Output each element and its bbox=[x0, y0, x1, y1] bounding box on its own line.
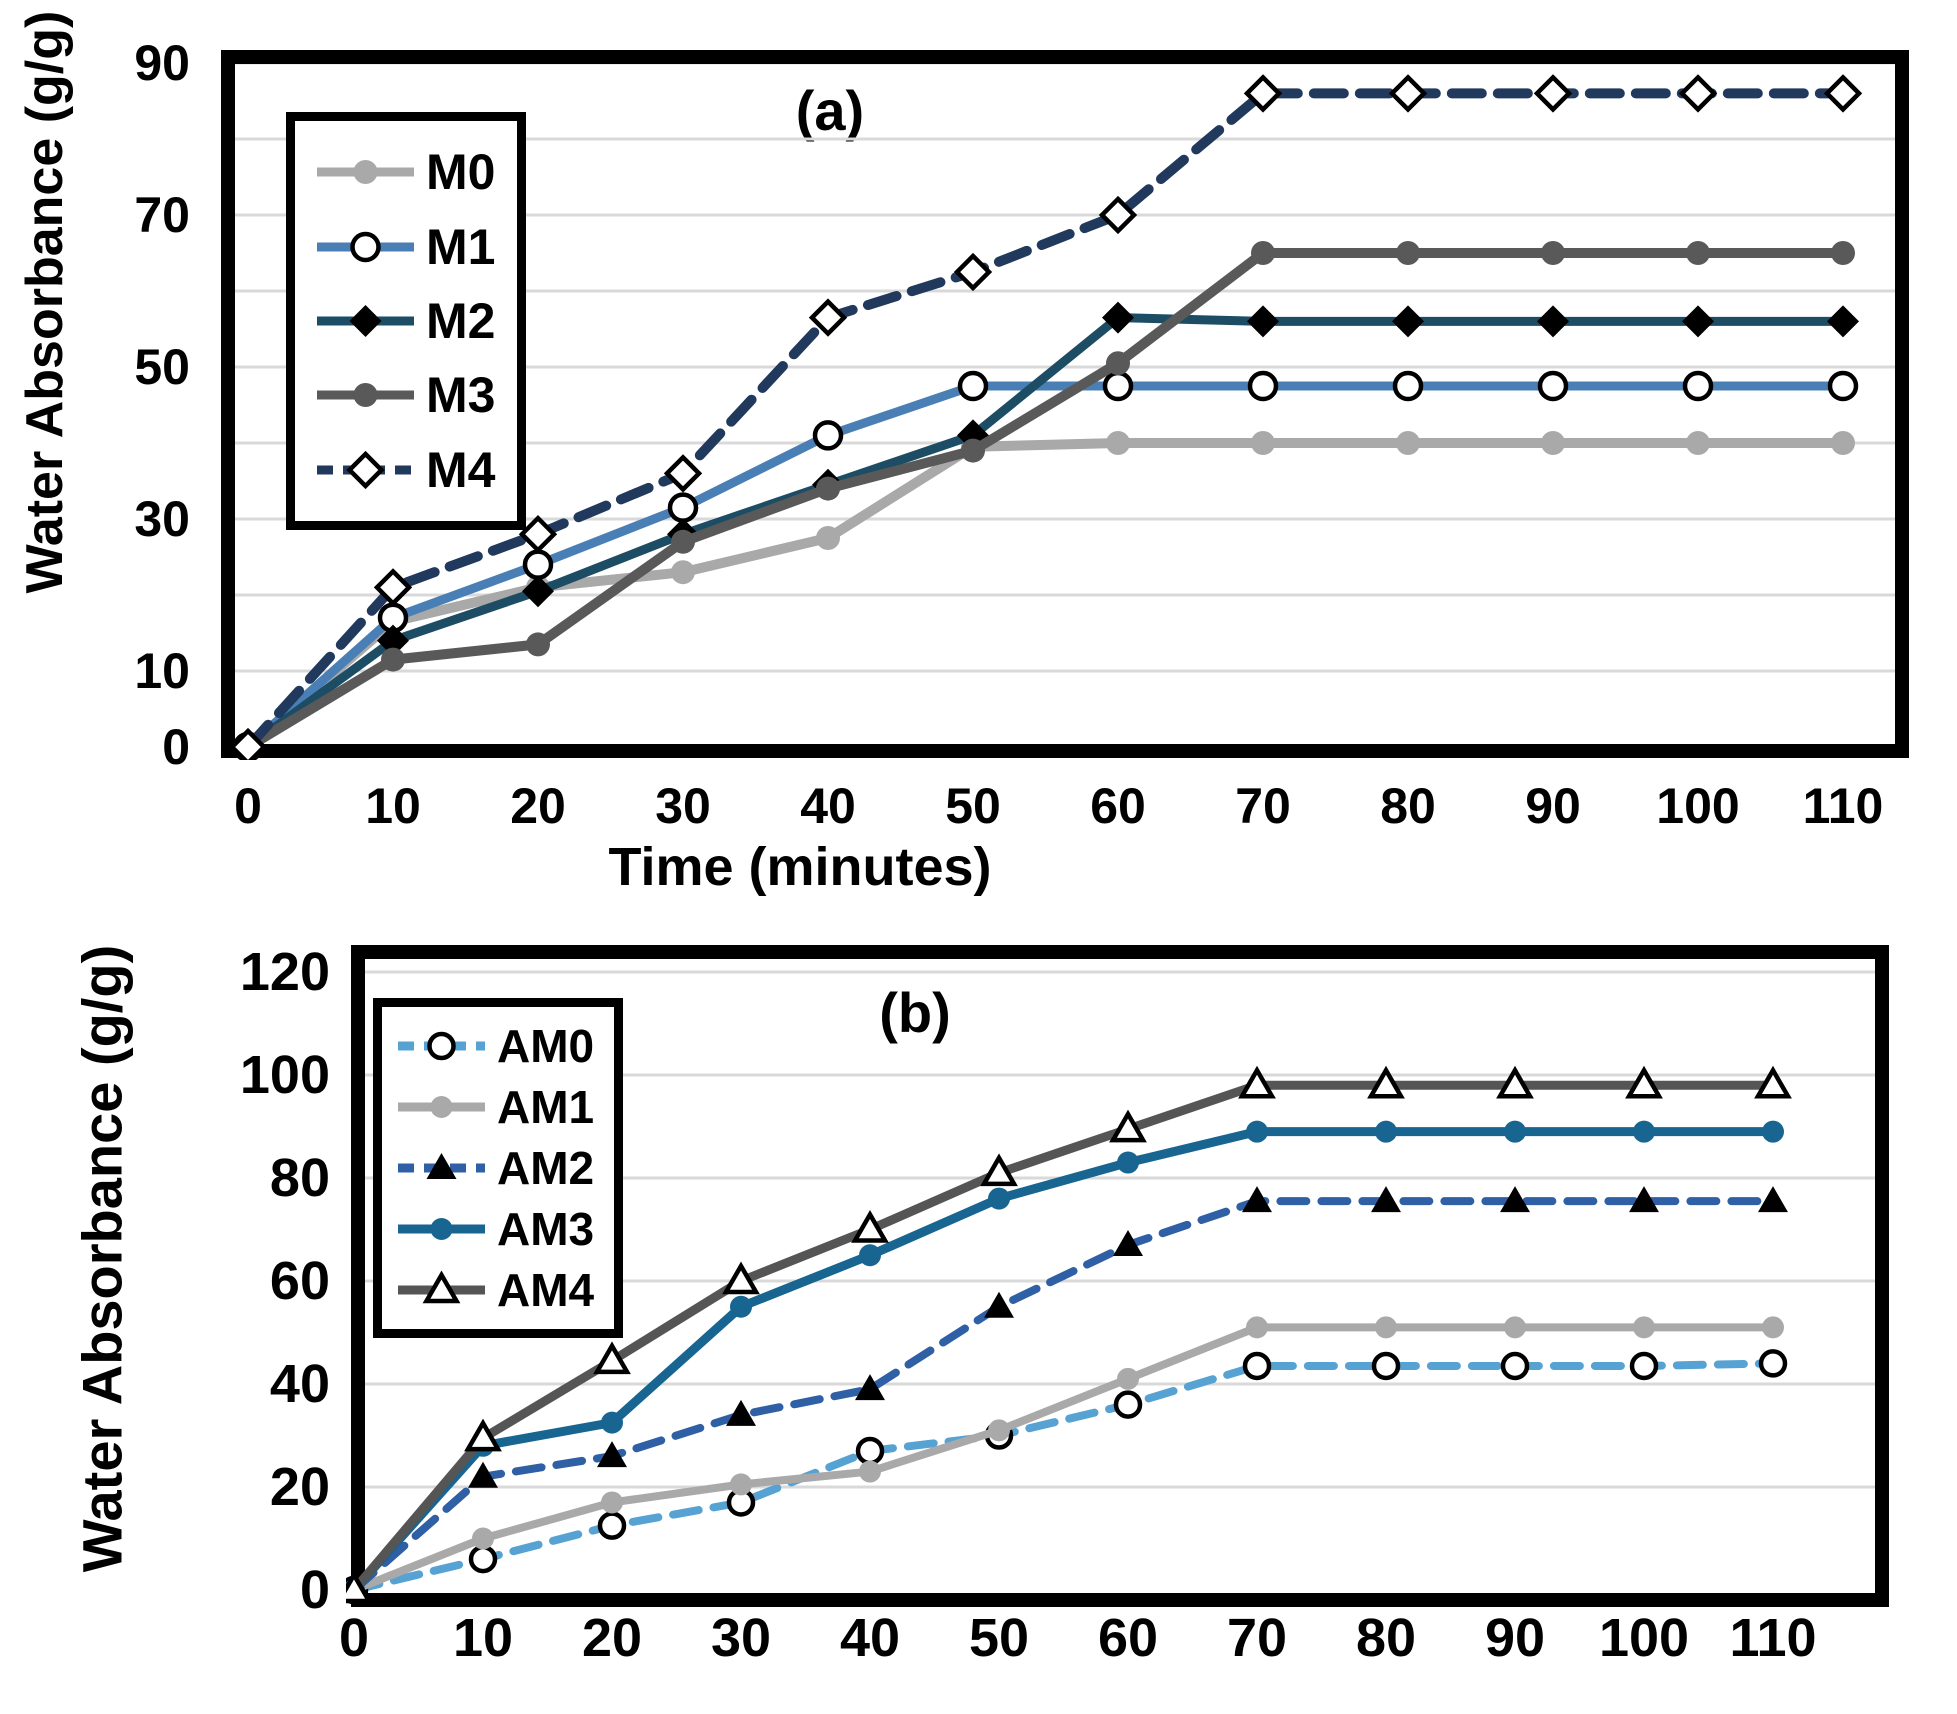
x-tick-label: 60 bbox=[1090, 778, 1146, 834]
y-tick-label: 0 bbox=[299, 1560, 330, 1620]
legend-item-M0: M0 bbox=[313, 143, 511, 201]
legend-item-M3: M3 bbox=[313, 366, 511, 424]
chart-canvas bbox=[221, 50, 1909, 760]
legend-swatch-M4 bbox=[317, 450, 414, 489]
legend-swatch-AM0 bbox=[398, 1031, 485, 1060]
series-line-AM3 bbox=[349, 1127, 1778, 1595]
series-line-AM4 bbox=[349, 1080, 1778, 1595]
legend-label-M4: M4 bbox=[426, 441, 496, 498]
x-tick-label: 20 bbox=[581, 1608, 643, 1668]
y-tick-label: 10 bbox=[134, 643, 190, 699]
legend-label-AM2: AM2 bbox=[497, 1141, 595, 1194]
legend-item-M1: M1 bbox=[313, 218, 511, 276]
legend-label-M3: M3 bbox=[426, 367, 496, 424]
series-line-M4 bbox=[243, 88, 1848, 752]
x-tick-label: 10 bbox=[365, 778, 421, 834]
legend-item-AM1: AM1 bbox=[394, 1080, 610, 1134]
series-markers-AM1 bbox=[346, 1316, 1784, 1601]
y-tick-label: 120 bbox=[239, 942, 330, 1002]
legend-item-AM0: AM0 bbox=[394, 1019, 610, 1073]
legend-item-AM4: AM4 bbox=[394, 1263, 610, 1317]
legend-swatch-M0 bbox=[317, 160, 414, 185]
legend-label-M0: M0 bbox=[426, 144, 496, 201]
chart-a-plot-area bbox=[218, 48, 1912, 760]
series-markers-M2 bbox=[232, 301, 1859, 760]
x-tick-label: 30 bbox=[710, 1608, 772, 1668]
chart-canvas bbox=[346, 945, 1889, 1607]
legend-label-AM4: AM4 bbox=[497, 1264, 595, 1317]
y-tick-label: 40 bbox=[269, 1354, 330, 1414]
y-tick-label: 60 bbox=[269, 1251, 330, 1311]
legend-label-M2: M2 bbox=[426, 292, 496, 349]
series-markers-M1 bbox=[232, 370, 1859, 760]
y-tick-label: 100 bbox=[239, 1045, 330, 1105]
x-tick-label: 60 bbox=[1097, 1608, 1159, 1668]
plot-frame bbox=[221, 50, 1909, 758]
series-line-AM1 bbox=[350, 1323, 1777, 1594]
legend-swatch-AM4 bbox=[398, 1270, 485, 1304]
legend-swatch-AM2 bbox=[398, 1152, 485, 1179]
x-tick-label: 40 bbox=[839, 1608, 901, 1668]
legend-swatch-AM1 bbox=[398, 1095, 485, 1118]
x-tick-label: 0 bbox=[338, 1608, 370, 1668]
legend-label-M1: M1 bbox=[426, 218, 496, 275]
x-tick-label: 70 bbox=[1226, 1608, 1288, 1668]
chart-a-legend: M0 M1 M2 M3 M4 bbox=[286, 112, 526, 530]
x-tick-label: 0 bbox=[234, 778, 262, 834]
chart-a-x-axis-label: Time (minutes) bbox=[608, 837, 992, 897]
x-tick-label: 110 bbox=[1802, 778, 1884, 834]
x-tick-label: 110 bbox=[1729, 1608, 1817, 1668]
y-tick-label: 70 bbox=[134, 187, 190, 243]
x-tick-label: 80 bbox=[1380, 778, 1436, 834]
series-markers-AM4 bbox=[346, 1065, 1792, 1604]
y-tick-label: 90 bbox=[134, 35, 190, 91]
x-tick-label: 90 bbox=[1484, 1608, 1546, 1668]
legend-swatch-M2 bbox=[317, 304, 414, 337]
x-tick-label: 100 bbox=[1656, 778, 1740, 834]
legend-swatch-M1 bbox=[317, 231, 414, 262]
y-tick-label: 20 bbox=[269, 1457, 330, 1517]
series-line-M2 bbox=[243, 313, 1848, 752]
x-tick-label: 40 bbox=[800, 778, 856, 834]
series-line-AM2 bbox=[350, 1197, 1777, 1594]
chart-b-y-axis-label: Water Absorbance (g/g) bbox=[70, 944, 134, 1573]
y-tick-label: 30 bbox=[134, 491, 190, 547]
plot-frame bbox=[351, 945, 1889, 1607]
x-tick-label: 70 bbox=[1235, 778, 1291, 834]
chart-b-legend: AM0 AM1 AM2 AM3 AM4 bbox=[373, 998, 623, 1338]
chart-a-title: (a) bbox=[795, 79, 865, 142]
chart-b-plot-area bbox=[346, 942, 1894, 1610]
x-tick-label: 20 bbox=[510, 778, 566, 834]
chart-b-title: (b) bbox=[879, 981, 951, 1044]
x-tick-label: 90 bbox=[1525, 778, 1581, 834]
series-line-AM0 bbox=[350, 1359, 1777, 1594]
legend-swatch-M3 bbox=[317, 383, 414, 408]
y-tick-label: 80 bbox=[269, 1148, 330, 1208]
y-tick-label: 50 bbox=[134, 339, 190, 395]
series-line-M3 bbox=[243, 248, 1848, 752]
legend-item-M4: M4 bbox=[313, 441, 511, 499]
series-line-M1 bbox=[243, 381, 1848, 752]
x-tick-label: 50 bbox=[968, 1608, 1030, 1668]
x-tick-label: 100 bbox=[1598, 1608, 1690, 1668]
legend-item-AM3: AM3 bbox=[394, 1202, 610, 1256]
series-line-M0 bbox=[243, 438, 1848, 752]
legend-item-M2: M2 bbox=[313, 292, 511, 350]
x-tick-label: 30 bbox=[655, 778, 711, 834]
legend-item-AM2: AM2 bbox=[394, 1141, 610, 1195]
x-tick-label: 10 bbox=[452, 1608, 514, 1668]
legend-label-AM0: AM0 bbox=[497, 1019, 595, 1072]
legend-label-AM3: AM3 bbox=[497, 1203, 595, 1256]
legend-label-AM1: AM1 bbox=[497, 1080, 595, 1133]
chart-a-y-axis-label: Water Absorbance (g/g) bbox=[16, 10, 74, 594]
legend-swatch-AM3 bbox=[398, 1218, 485, 1241]
x-tick-label: 50 bbox=[945, 778, 1001, 834]
series-markers-M4 bbox=[228, 74, 1863, 760]
x-tick-label: 80 bbox=[1355, 1608, 1417, 1668]
y-tick-label: 0 bbox=[162, 719, 190, 775]
